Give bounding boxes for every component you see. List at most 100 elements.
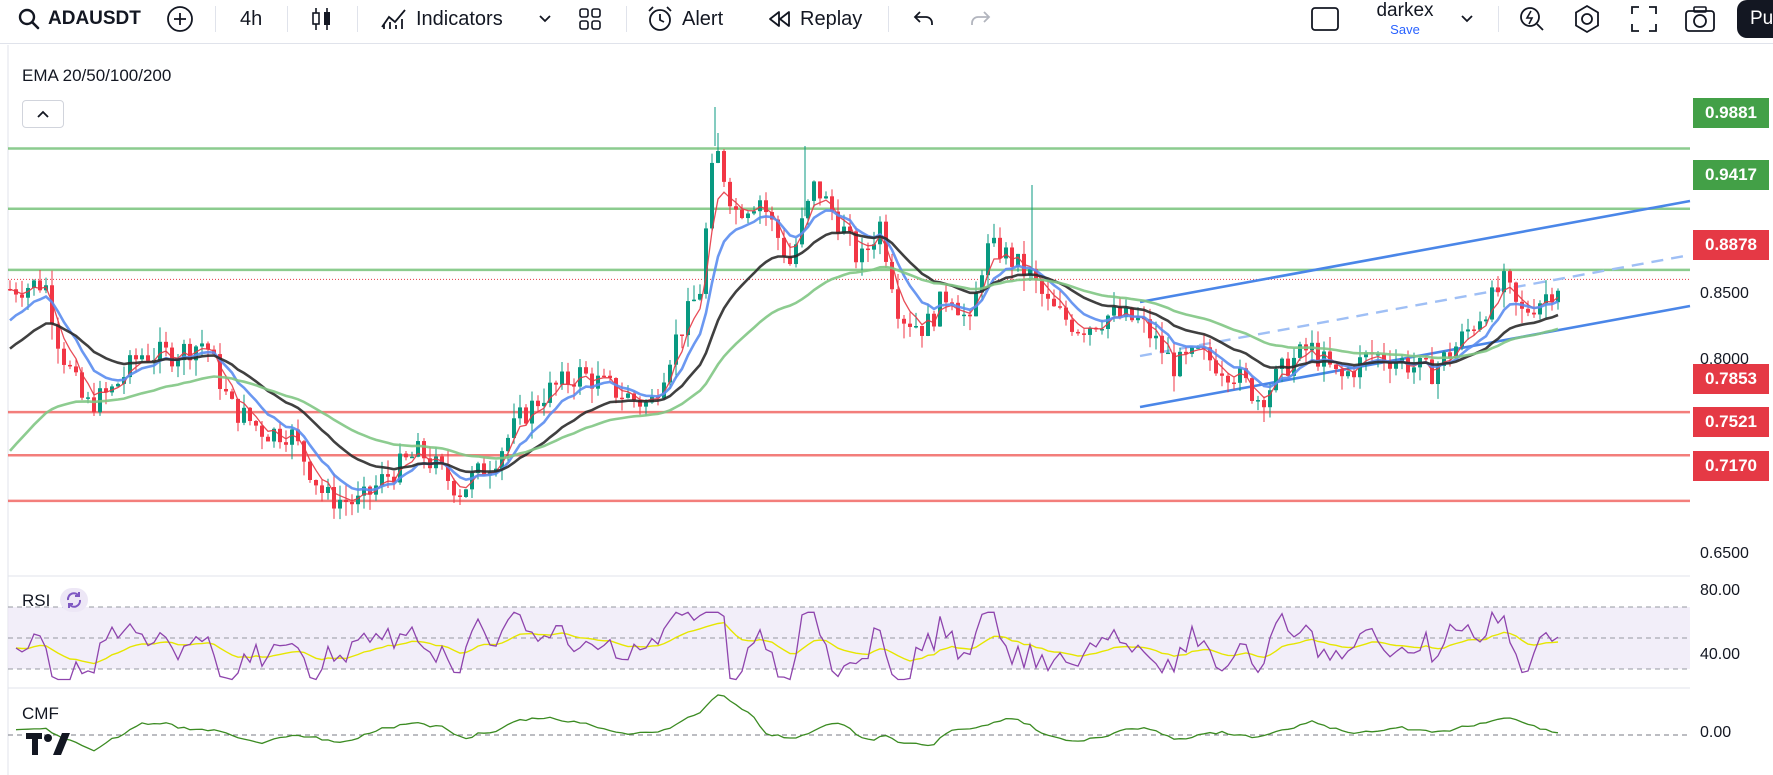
candle-body	[692, 300, 696, 302]
candle-body	[566, 372, 570, 385]
candle-body	[722, 151, 726, 182]
tradingview-logo	[26, 728, 72, 765]
price-tag-0: 0.9881	[1693, 98, 1769, 128]
candle-body	[578, 367, 582, 386]
price-chart[interactable]	[0, 45, 1773, 775]
candle-body	[746, 213, 750, 218]
candle-body	[458, 495, 462, 497]
candle-body	[314, 480, 318, 485]
candle-body	[530, 401, 534, 424]
symbol-search[interactable]: ADAUSDT	[18, 0, 141, 38]
layout-checkbox[interactable]	[1310, 0, 1340, 38]
candle-body	[308, 462, 312, 480]
save-button[interactable]: Save	[1370, 22, 1440, 37]
candle-body	[86, 397, 90, 399]
candle-body	[584, 367, 588, 373]
horizontal-levels	[8, 148, 1690, 500]
cmf-axis-label: 0.00	[1700, 724, 1731, 742]
candle-body	[860, 249, 864, 263]
rewind-icon	[768, 9, 792, 29]
price-tag-2: 0.8878	[1693, 230, 1769, 260]
alert-button[interactable]: Alert	[646, 0, 723, 38]
candle-body	[1010, 247, 1014, 266]
candle-body	[68, 365, 72, 367]
toolbar-divider	[1498, 6, 1499, 32]
candle-body	[1334, 365, 1338, 369]
candlestick-icon	[310, 6, 334, 32]
top-toolbar: ADAUSDT 4h Indicators	[0, 0, 1773, 44]
refresh-icon	[65, 591, 83, 609]
alarm-clock-icon	[646, 5, 674, 33]
tv-logo-icon	[26, 731, 72, 757]
candle-body	[482, 463, 486, 475]
candle-body	[944, 292, 948, 303]
candle-body	[344, 500, 348, 502]
cmf-legend[interactable]: CMF	[22, 704, 59, 724]
candle-body	[560, 372, 564, 385]
ema-legend[interactable]: EMA 20/50/100/200	[22, 66, 171, 86]
templates-button[interactable]	[578, 0, 602, 38]
candle-body	[464, 489, 468, 497]
candle-body	[644, 402, 648, 406]
chart-area[interactable]	[0, 45, 1773, 775]
undo-button[interactable]	[912, 0, 936, 38]
symbol-name: ADAUSDT	[48, 8, 141, 30]
candle-body	[710, 163, 714, 228]
candle-body	[1256, 400, 1260, 402]
toolbar-divider	[357, 6, 358, 32]
candle-body	[1058, 306, 1062, 308]
candle-body	[554, 383, 558, 385]
candle-body	[602, 376, 606, 378]
candle-body	[1526, 309, 1530, 313]
layout-dropdown[interactable]	[1460, 0, 1474, 38]
rsi-legend[interactable]: RSI	[22, 591, 50, 611]
candle-body	[1112, 307, 1116, 316]
replay-label: Replay	[800, 8, 862, 31]
publish-button[interactable]: Pu	[1737, 0, 1773, 38]
chevron-up-icon	[36, 109, 50, 119]
price-tag-4: 0.7521	[1693, 407, 1769, 437]
candle-body	[914, 326, 918, 328]
candle-body	[998, 238, 1002, 259]
rsi-refresh-button[interactable]	[60, 588, 88, 612]
layout-name[interactable]: darkex	[1370, 0, 1440, 22]
candle-body	[524, 407, 528, 423]
price-axis-label: 0.8500	[1700, 285, 1749, 303]
candle-body	[1466, 329, 1470, 331]
candle-body	[890, 262, 894, 289]
candle-body	[290, 430, 294, 445]
snapshot-button[interactable]	[1684, 0, 1716, 38]
settings-button[interactable]	[1572, 0, 1602, 38]
candle-body	[1004, 247, 1008, 258]
compare-symbol-button[interactable]	[166, 0, 194, 38]
candle-body	[284, 442, 288, 445]
quick-search-button[interactable]	[1518, 0, 1546, 38]
candle-body	[200, 343, 204, 346]
redo-button[interactable]	[968, 0, 992, 38]
toolbar-divider	[888, 6, 889, 32]
candle-body	[1340, 369, 1344, 376]
interval-button[interactable]: 4h	[240, 0, 262, 38]
candle-body	[896, 289, 900, 319]
candle-body	[230, 391, 234, 398]
candle-body	[1046, 294, 1050, 299]
candle-body	[146, 355, 150, 361]
indicators-label: Indicators	[416, 8, 503, 31]
indicators-button[interactable]: Indicators	[380, 0, 503, 38]
collapse-legend-button[interactable]	[22, 100, 64, 128]
indicators-dropdown[interactable]	[538, 0, 552, 38]
candle-body	[1076, 332, 1080, 334]
chart-type-button[interactable]	[310, 0, 334, 38]
redo-icon	[968, 9, 992, 29]
fullscreen-button[interactable]	[1630, 0, 1658, 38]
candle-body	[806, 201, 810, 218]
candle-body	[242, 408, 246, 423]
candle-body	[734, 206, 738, 209]
candle-body	[1496, 287, 1500, 292]
candle-body	[92, 397, 96, 412]
candle-body	[254, 421, 258, 426]
candle-body	[596, 376, 600, 389]
candle-body	[338, 500, 342, 509]
toolbar-divider	[626, 6, 627, 32]
replay-button[interactable]: Replay	[768, 0, 862, 38]
